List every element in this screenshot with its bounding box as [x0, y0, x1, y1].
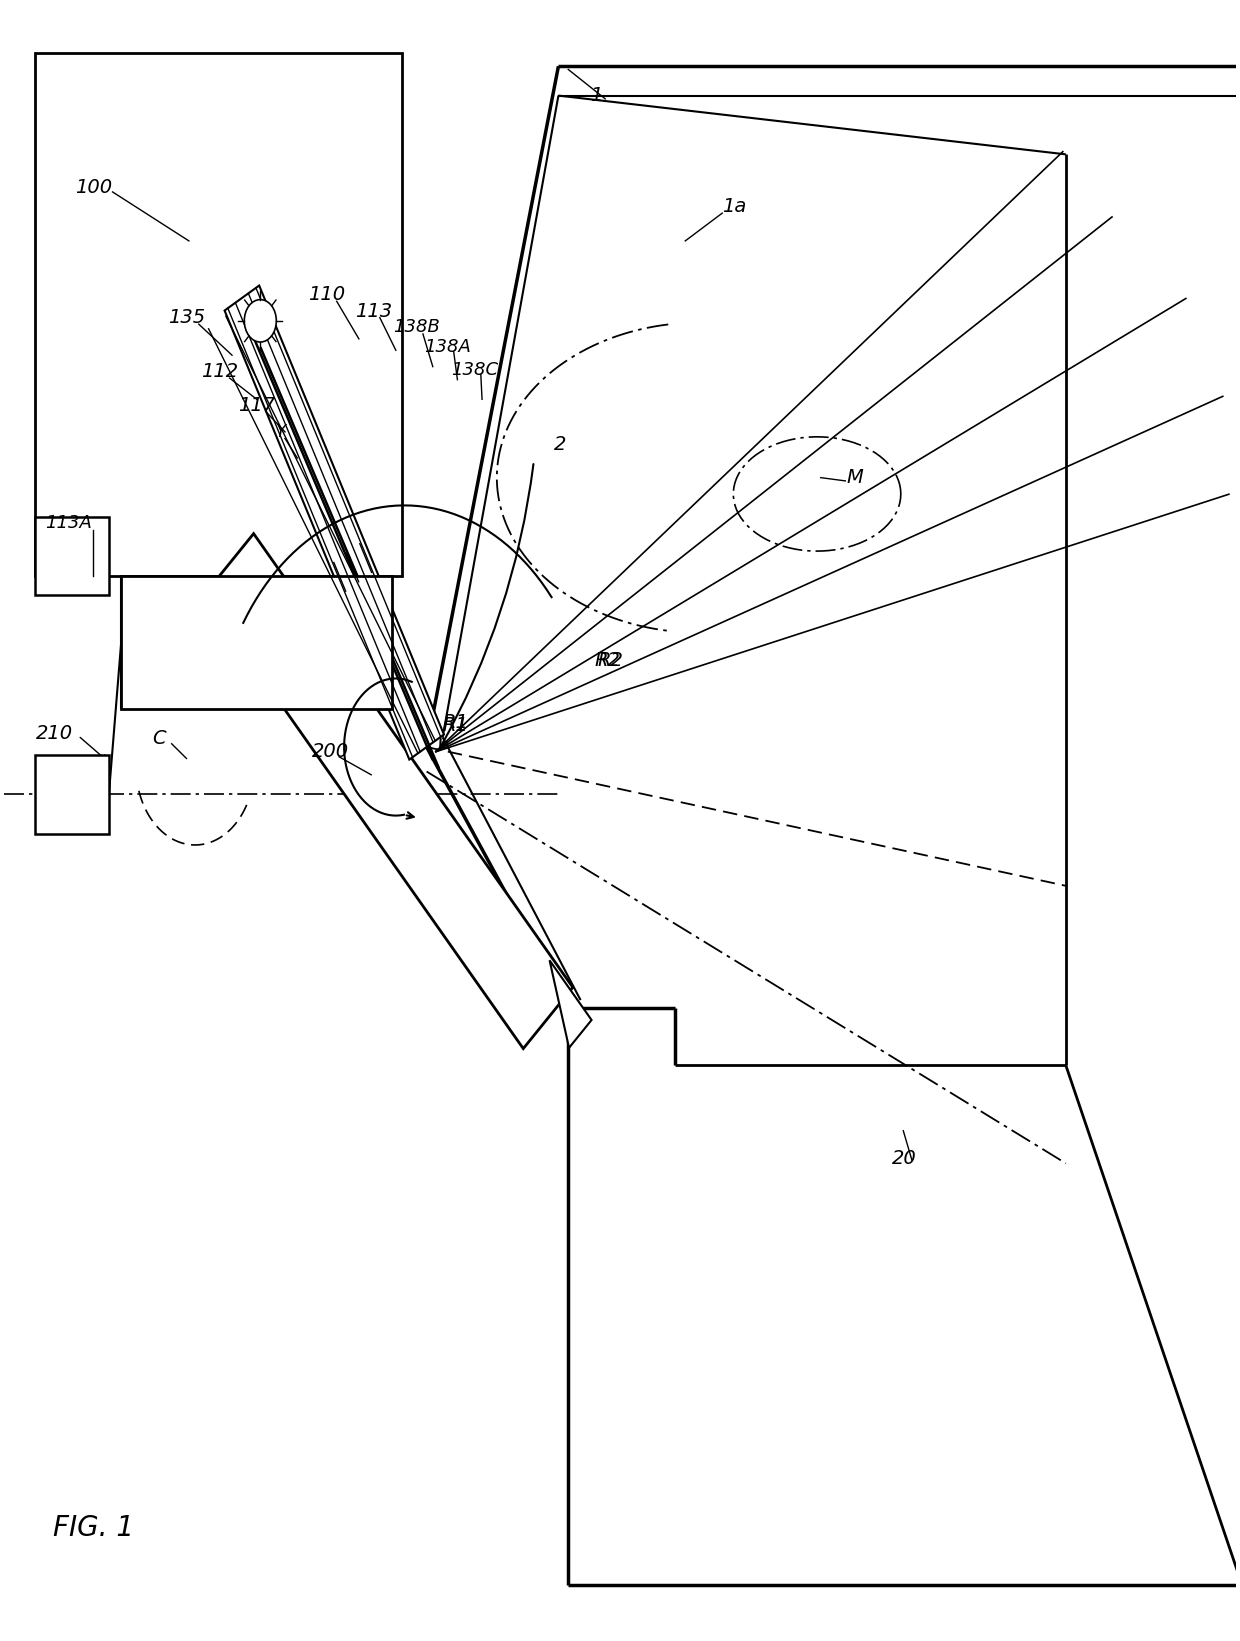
- Text: 112: 112: [201, 363, 238, 381]
- Bar: [35, 517, 109, 596]
- Circle shape: [244, 300, 277, 341]
- Text: 138B: 138B: [393, 318, 440, 336]
- Polygon shape: [224, 286, 444, 760]
- Polygon shape: [205, 533, 573, 1049]
- Text: 210: 210: [36, 724, 73, 743]
- Bar: [122, 576, 392, 709]
- Bar: [35, 755, 109, 834]
- Text: R1: R1: [441, 714, 467, 732]
- Text: FIG. 1: FIG. 1: [53, 1513, 134, 1541]
- Polygon shape: [549, 960, 591, 1049]
- Text: 110: 110: [309, 286, 346, 304]
- Text: 2: 2: [553, 435, 565, 455]
- Text: 113: 113: [355, 302, 392, 320]
- Text: 138C: 138C: [451, 361, 498, 379]
- Text: C: C: [153, 729, 166, 748]
- Text: R1: R1: [441, 717, 467, 735]
- Text: 113A: 113A: [45, 514, 92, 532]
- Text: 20: 20: [892, 1149, 916, 1168]
- Text: R2: R2: [595, 651, 621, 670]
- Text: R2: R2: [598, 651, 622, 670]
- Text: 1: 1: [590, 85, 603, 105]
- Text: 135: 135: [167, 309, 205, 327]
- Text: 117: 117: [238, 397, 275, 415]
- Bar: [35, 53, 402, 576]
- Text: 1a: 1a: [723, 197, 746, 217]
- Text: Y: Y: [277, 423, 286, 441]
- Text: 200: 200: [312, 742, 350, 761]
- Text: M: M: [847, 468, 864, 487]
- Text: 138A: 138A: [424, 338, 471, 356]
- Text: 100: 100: [76, 177, 113, 197]
